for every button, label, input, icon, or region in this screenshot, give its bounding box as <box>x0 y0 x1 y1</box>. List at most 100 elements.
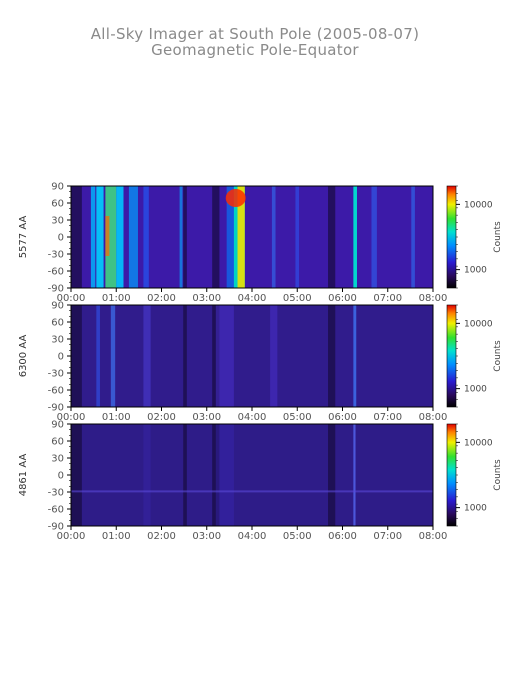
x-tick-label: 05:00 <box>283 293 312 304</box>
heatmap-streak <box>179 186 183 288</box>
colorbar <box>446 304 457 408</box>
y-tick-label: -30 <box>48 488 64 499</box>
heatmap-streak <box>143 186 149 288</box>
x-tick-label: 08:00 <box>419 412 448 423</box>
x-tick-label: 02:00 <box>147 531 176 542</box>
chart-title: All-Sky Imager at South Pole (2005-08-07… <box>90 25 420 43</box>
heatmap-dark-band <box>328 305 336 407</box>
heatmap-background <box>71 186 433 288</box>
heatmap-dark-band <box>328 186 336 288</box>
x-tick-label: 07:00 <box>373 531 402 542</box>
heatmap-dark-band <box>212 305 220 407</box>
heatmap-dark-band <box>71 186 82 288</box>
x-tick-label: 06:00 <box>328 412 357 423</box>
heatmap-streak <box>237 186 245 288</box>
heatmap-streak <box>116 186 124 288</box>
heatmap-streak <box>353 305 357 407</box>
colorbar-tick-label: 1000 <box>464 266 487 276</box>
colorbar-tick-label: 10000 <box>464 438 493 448</box>
heatmap-streak <box>411 186 415 288</box>
y-tick-label: -90 <box>48 403 64 414</box>
colorbar <box>446 185 457 289</box>
y-tick-label: 60 <box>51 199 64 210</box>
heatmap-streak <box>295 186 300 288</box>
y-tick-label: 90 <box>51 420 64 431</box>
y-tick-label: -60 <box>48 386 64 397</box>
y-tick-label: -30 <box>48 250 64 261</box>
heatmap-streak <box>143 305 151 407</box>
y-tick-label: -90 <box>48 284 64 295</box>
colorbar-title: Counts <box>493 221 503 253</box>
y-tick-label: -60 <box>48 267 64 278</box>
y-tick-label: -30 <box>48 369 64 380</box>
heatmap-streak <box>271 186 276 288</box>
x-tick-label: 03:00 <box>192 412 221 423</box>
y-tick-label: 30 <box>51 335 64 346</box>
y-axis-label: 4861 AA <box>18 454 29 497</box>
heatmap-streak <box>96 305 100 407</box>
colorbar-title: Counts <box>493 459 503 491</box>
y-tick-label: 0 <box>58 233 64 244</box>
x-tick-label: 07:00 <box>373 293 402 304</box>
heatmap-streak <box>270 305 278 407</box>
heatmap-streak <box>353 186 357 288</box>
heatmap-dark-band <box>71 424 82 526</box>
x-tick-label: 04:00 <box>238 531 267 542</box>
colorbar-title: Counts <box>493 340 503 372</box>
heatmap-streak <box>353 424 356 526</box>
y-tick-label: 30 <box>51 216 64 227</box>
x-tick-label: 01:00 <box>102 293 131 304</box>
heatmap-streak <box>371 186 377 288</box>
colorbar-tick-label: 10000 <box>464 319 493 329</box>
colorbar-tick-label: 1000 <box>464 504 487 514</box>
heatmap-streak <box>105 186 117 288</box>
heatmap-streak <box>96 186 104 288</box>
y-tick-label: -60 <box>48 505 64 516</box>
y-tick-label: 90 <box>51 182 64 193</box>
heatmap-dark-band <box>328 424 336 526</box>
x-tick-label: 08:00 <box>419 293 448 304</box>
heatmap-streak <box>90 186 96 288</box>
heatmap-background <box>71 305 433 407</box>
heatmap-dark-band <box>183 186 187 288</box>
heatmap-dark-band <box>183 305 187 407</box>
heatmap-streak <box>143 424 151 526</box>
x-tick-label: 01:00 <box>102 531 131 542</box>
y-axis-label: 5577 AA <box>18 216 29 259</box>
chart-subtitle: Geomagnetic Pole-Equator <box>151 41 359 59</box>
colorbar-tick-label: 10000 <box>464 200 493 210</box>
x-tick-label: 06:00 <box>328 531 357 542</box>
heatmap-hotspot <box>225 189 246 207</box>
x-tick-label: 02:00 <box>147 293 176 304</box>
x-tick-label: 03:00 <box>192 293 221 304</box>
colorbar <box>446 423 457 527</box>
x-tick-label: 04:00 <box>238 412 267 423</box>
y-tick-label: 90 <box>51 301 64 312</box>
heatmap-dark-band <box>183 424 187 526</box>
heatmap-streak <box>215 305 234 407</box>
y-axis-label: 6300 AA <box>18 335 29 378</box>
heatmap-background <box>71 424 433 526</box>
heatmap-dark-band <box>71 305 82 407</box>
y-tick-label: 0 <box>58 352 64 363</box>
x-tick-label: 00:00 <box>57 412 86 423</box>
figure-title-block: All-Sky Imager at South Pole (2005-08-07… <box>0 26 510 58</box>
y-tick-label: 0 <box>58 471 64 482</box>
x-tick-label: 08:00 <box>419 531 448 542</box>
x-tick-label: 07:00 <box>373 412 402 423</box>
y-tick-label: 60 <box>51 437 64 448</box>
heatmap-streak <box>128 186 138 288</box>
heatmap-streak <box>110 305 116 407</box>
heatmap-hotspot <box>105 216 110 256</box>
x-tick-label: 06:00 <box>328 293 357 304</box>
x-tick-label: 05:00 <box>283 412 312 423</box>
x-tick-label: 00:00 <box>57 531 86 542</box>
heatmap-dark-band <box>212 186 220 288</box>
x-tick-label: 04:00 <box>238 293 267 304</box>
y-tick-label: -90 <box>48 522 64 533</box>
y-tick-label: 30 <box>51 454 64 465</box>
